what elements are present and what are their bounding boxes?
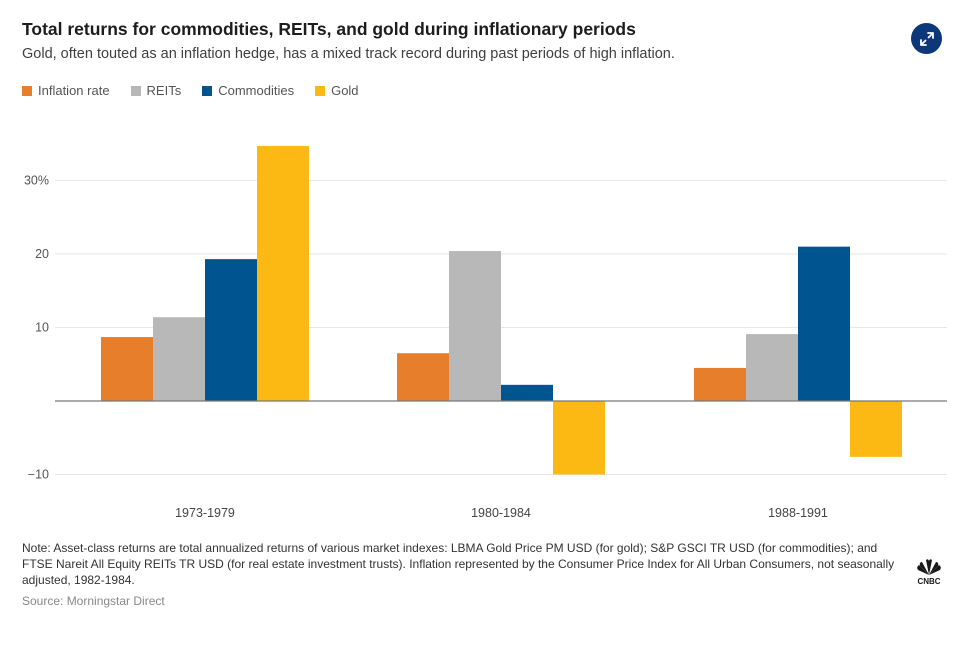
chart-source: Source: Morningstar Direct — [22, 594, 165, 608]
legend: Inflation rate REITs Commodities Gold — [22, 83, 380, 98]
bar-inflation-rate — [397, 353, 449, 401]
bar-commodities — [798, 246, 850, 401]
chart-note: Note: Asset-class returns are total annu… — [22, 541, 895, 587]
bar-reits — [153, 317, 205, 401]
bar-commodities — [501, 384, 553, 401]
x-tick-label: 1973-1979 — [175, 506, 235, 520]
legend-item-gold: Gold — [315, 83, 359, 98]
cnbc-logo-icon: CNBC — [917, 559, 941, 586]
bar-inflation-rate — [101, 337, 153, 401]
bar-gold — [257, 145, 309, 401]
bar-chart: 30% 20 10 −10 1973-1979 1980-1984 1988-1991 — [24, 145, 947, 520]
y-tick-label: 30% — [24, 174, 49, 188]
bar-inflation-rate — [694, 367, 746, 401]
legend-label: Commodities — [218, 83, 295, 98]
bar-gold — [553, 401, 605, 475]
bar-commodities — [205, 259, 257, 401]
legend-item-commodities: Commodities — [202, 83, 294, 98]
chart-title: Total returns for commodities, REITs, an… — [22, 19, 636, 39]
legend-swatch — [202, 85, 213, 96]
y-tick-label: 10 — [35, 321, 49, 335]
legend-label: Gold — [331, 83, 359, 98]
legend-label: Inflation rate — [38, 83, 110, 98]
legend-item-inflation: Inflation rate — [22, 83, 110, 98]
bar-reits — [449, 251, 501, 401]
legend-item-reits: REITs — [130, 83, 182, 98]
legend-swatch — [130, 85, 141, 96]
legend-swatch — [315, 85, 326, 96]
expand-button[interactable] — [911, 23, 942, 54]
x-tick-label: 1988-1991 — [768, 506, 828, 520]
bar-reits — [746, 334, 798, 401]
expand-arrows-icon — [919, 31, 934, 46]
legend-label: REITs — [146, 83, 182, 98]
bar-gold — [850, 401, 902, 457]
chart-subtitle: Gold, often touted as an inflation hedge… — [22, 46, 675, 62]
y-tick-label: −10 — [28, 468, 49, 482]
y-tick-label: 20 — [35, 247, 49, 261]
svg-text:CNBC: CNBC — [917, 577, 940, 586]
x-tick-label: 1980-1984 — [471, 506, 531, 520]
legend-swatch — [22, 85, 32, 96]
